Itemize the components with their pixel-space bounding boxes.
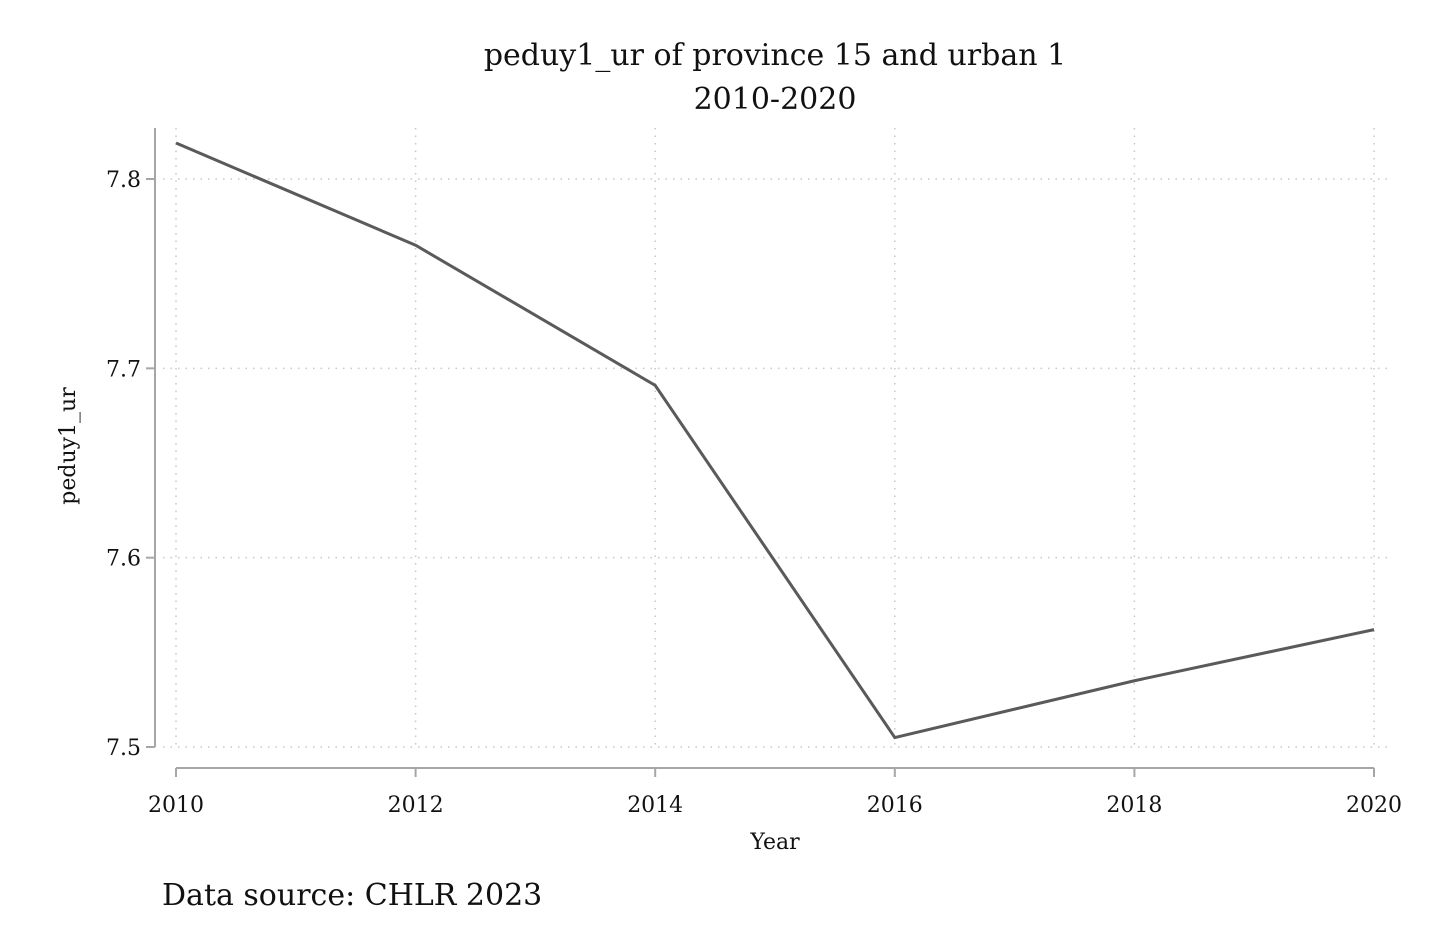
chart-subtitle: 2010-2020: [694, 82, 857, 117]
series-group: [175, 141, 1375, 740]
gridlines: [163, 128, 1392, 748]
y-tick-label: 7.7: [106, 357, 141, 382]
x-tick-label: 2012: [388, 793, 444, 818]
series-line: [175, 141, 1375, 740]
x-tick-label: 2010: [148, 793, 204, 818]
chart-title: peduy1_ur of province 15 and urban 1: [484, 38, 1066, 73]
x-tick-label: 2018: [1106, 793, 1162, 818]
y-axis-label: peduy1_ur: [56, 387, 81, 505]
tick-labels: 7.5 7.6 7.7 7.8 2010 2012 2014 2016 2018 2020: [106, 168, 1402, 818]
y-tick-label: 7.5: [106, 736, 141, 761]
x-tick-label: 2016: [867, 793, 923, 818]
y-tick-label: 7.6: [106, 547, 141, 572]
x-tick-label: 2014: [627, 793, 683, 818]
y-tick-label: 7.8: [106, 168, 141, 193]
x-axis-label: Year: [749, 830, 800, 855]
x-tick-label: 2020: [1346, 793, 1402, 818]
axes: [146, 128, 1375, 777]
data-source-note: Data source: CHLR 2023: [162, 878, 542, 913]
